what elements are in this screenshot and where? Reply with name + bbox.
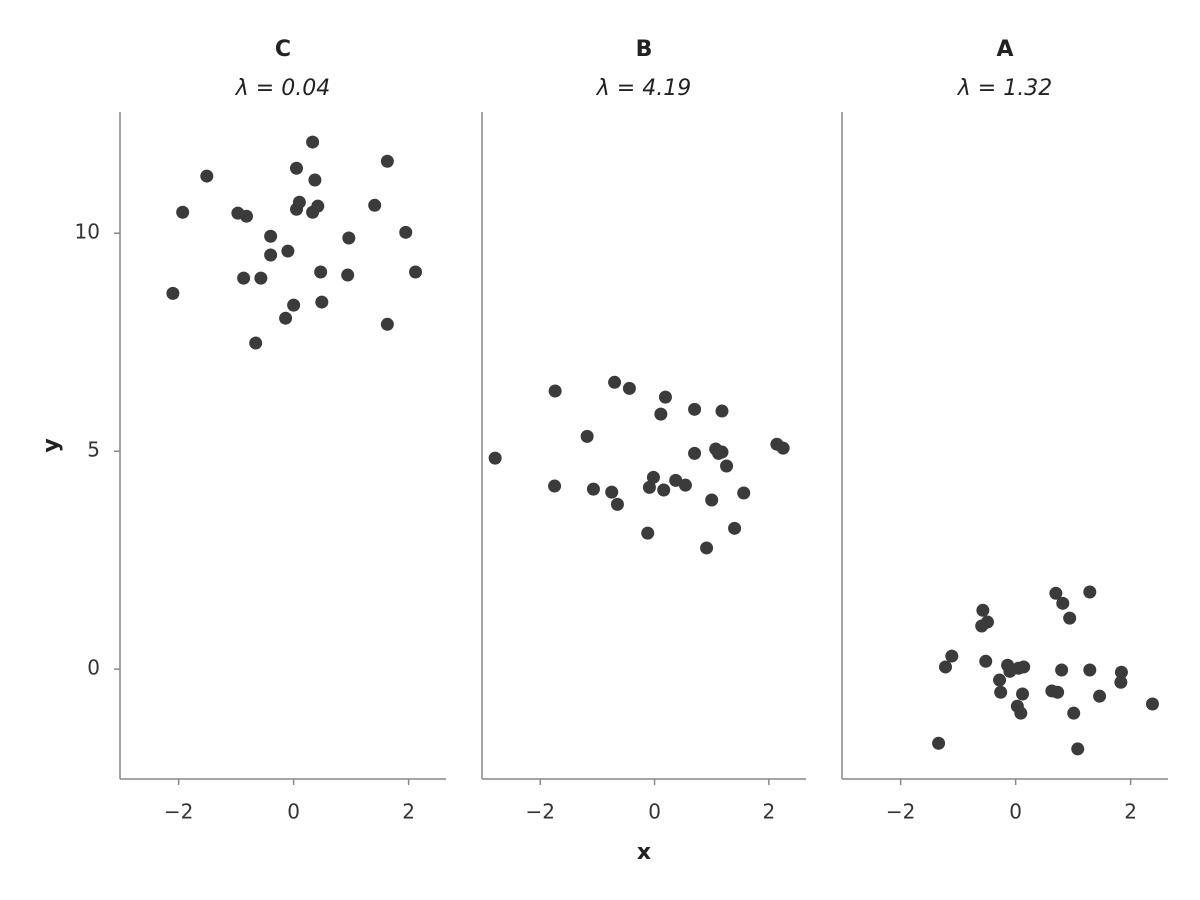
point: [264, 229, 278, 243]
point: [308, 173, 322, 187]
point: [658, 390, 672, 404]
point: [580, 429, 594, 443]
point: [342, 231, 356, 245]
panel-title: A: [996, 37, 1013, 62]
y-tick-label: 10: [75, 220, 100, 244]
point: [976, 603, 990, 617]
point: [409, 265, 423, 279]
point: [237, 271, 251, 285]
point: [700, 541, 714, 555]
x-tick-label: 0: [1009, 800, 1022, 824]
point: [715, 404, 729, 418]
point: [306, 135, 320, 149]
panel-title: C: [275, 37, 291, 62]
point: [642, 480, 656, 494]
point: [176, 205, 190, 219]
point: [646, 470, 660, 484]
panel-subtitle: λ = 1.32: [957, 76, 1052, 101]
x-tick-label: 0: [287, 800, 300, 824]
x-tick-label: 0: [648, 800, 661, 824]
point: [622, 381, 636, 395]
point: [705, 493, 719, 507]
point: [1114, 665, 1128, 679]
point: [1055, 663, 1069, 677]
point: [314, 265, 328, 279]
point: [315, 295, 329, 309]
point: [776, 441, 790, 455]
point: [264, 248, 278, 262]
point: [1016, 687, 1030, 701]
point: [586, 482, 600, 496]
point: [1093, 689, 1107, 703]
point: [720, 459, 734, 473]
point: [1049, 586, 1063, 600]
point: [1114, 675, 1128, 689]
point: [688, 446, 702, 460]
point: [945, 649, 959, 663]
point: [287, 298, 301, 312]
panel-subtitle: λ = 4.19: [596, 76, 691, 101]
point: [548, 479, 562, 493]
point: [1063, 611, 1077, 625]
point: [249, 336, 263, 350]
point: [975, 619, 989, 633]
point: [239, 209, 253, 223]
point: [641, 526, 655, 540]
point: [1051, 685, 1065, 699]
point: [994, 685, 1008, 699]
point: [279, 311, 293, 325]
point: [605, 485, 619, 499]
point: [1056, 596, 1070, 610]
point: [728, 521, 742, 535]
point: [200, 169, 214, 183]
point: [712, 446, 726, 460]
point: [1145, 697, 1159, 711]
point: [1014, 706, 1028, 720]
point: [488, 451, 502, 465]
point: [1083, 585, 1097, 599]
x-axis-label: x: [637, 840, 651, 865]
point: [290, 202, 304, 216]
y-tick-label: 5: [87, 438, 100, 462]
point: [932, 736, 946, 750]
point: [399, 225, 413, 239]
point: [290, 161, 304, 175]
y-axis-label: y: [39, 438, 64, 452]
point: [938, 660, 952, 674]
point: [311, 199, 325, 213]
point: [380, 317, 394, 331]
point: [737, 486, 751, 500]
point: [1067, 706, 1081, 720]
point: [281, 244, 295, 258]
x-tick-label: −2: [526, 800, 555, 824]
point: [1003, 664, 1017, 678]
point: [993, 673, 1007, 687]
point: [341, 268, 355, 282]
x-tick-label: −2: [164, 800, 193, 824]
point: [254, 271, 268, 285]
point: [1083, 663, 1097, 677]
point: [669, 473, 683, 487]
point: [166, 286, 180, 300]
panel-subtitle: λ = 0.04: [235, 76, 330, 101]
x-tick-label: 2: [762, 800, 775, 824]
point: [654, 407, 668, 421]
point: [657, 483, 671, 497]
point: [608, 375, 622, 389]
x-tick-label: 2: [402, 800, 415, 824]
point: [368, 198, 382, 212]
y-tick-label: 0: [87, 656, 100, 680]
point: [678, 478, 692, 492]
panel-title: B: [636, 37, 653, 62]
point: [380, 154, 394, 168]
point: [548, 384, 562, 398]
point: [610, 497, 624, 511]
x-tick-label: −2: [886, 800, 915, 824]
point: [979, 654, 993, 668]
point: [1071, 742, 1085, 756]
x-tick-label: 2: [1124, 800, 1137, 824]
point: [688, 402, 702, 416]
